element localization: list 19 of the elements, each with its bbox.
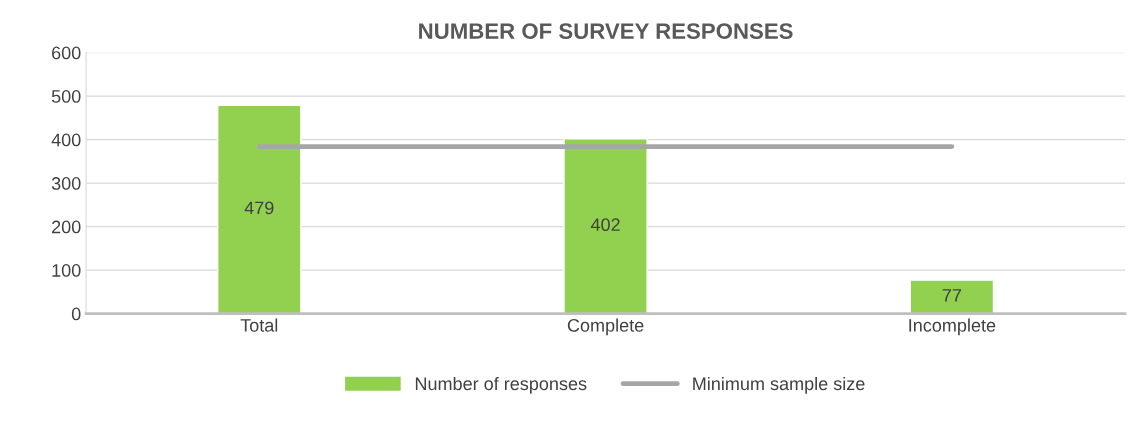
y-tick-label: 500 — [51, 90, 81, 103]
y-tick-label: 0 — [71, 307, 81, 321]
y-tick-label: 400 — [51, 133, 81, 147]
legend-label: Number of responses — [415, 376, 587, 394]
y-tick-label: 600 — [52, 46, 81, 60]
x-tick-label: Incomplete — [909, 318, 996, 336]
x-tick-label: Complete — [567, 318, 644, 336]
chart-title: NUMBER OF SURVEY RESPONSES — [419, 23, 793, 39]
legend-label: Minimum sample size — [693, 376, 865, 394]
bar — [217, 104, 302, 314]
bar — [563, 138, 648, 314]
y-tick-label: 100 — [52, 264, 81, 277]
x-tick-label: Total — [240, 318, 278, 332]
y-tick-label: 300 — [51, 177, 81, 190]
data-label: 402 — [590, 218, 620, 232]
bar — [909, 279, 995, 314]
y-tick-label: 200 — [52, 220, 81, 234]
data-label: 77 — [942, 289, 962, 302]
data-label: 479 — [244, 201, 274, 215]
